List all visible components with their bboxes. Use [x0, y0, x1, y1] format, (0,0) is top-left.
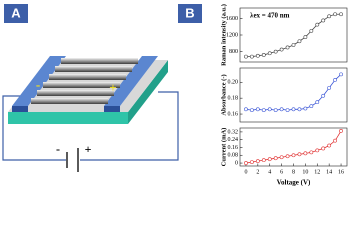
data-point: [249, 54, 254, 59]
y-tick-label: 1600: [226, 16, 238, 22]
y-tick-label: 1200: [226, 32, 238, 38]
data-point: [249, 108, 254, 112]
data-point: [279, 107, 284, 112]
data-point: [249, 160, 254, 165]
x-tick-label: 0: [244, 169, 247, 175]
data-point: [333, 78, 338, 82]
data-point: [255, 53, 260, 58]
y-tick-label: 0.16: [228, 111, 239, 117]
annotation: λex = 470 nm: [250, 12, 290, 20]
electrode-sign: +: [109, 80, 116, 95]
x-axis-label: Voltage (V): [277, 179, 311, 187]
device-schematic: [2, 56, 179, 172]
y-tick-label: 0.08: [228, 153, 239, 159]
y-tick-label: 0.20: [228, 80, 239, 86]
data-point: [315, 100, 320, 105]
data-point: [273, 49, 278, 54]
figure: A B - + - + Raman intensity (a.u.) 800120…: [2, 4, 348, 187]
data-point: [279, 155, 284, 160]
data-point: [273, 156, 278, 161]
panel-label: B: [185, 5, 194, 20]
data-point: [327, 143, 332, 148]
data-point: [267, 51, 272, 56]
data-point: [297, 152, 302, 157]
y-tick-label: 0.32: [228, 129, 239, 135]
y-tick-label: 0: [235, 160, 238, 166]
data-point: [309, 28, 314, 33]
data-point: [339, 129, 343, 133]
data-point: [297, 39, 302, 44]
data-point: [255, 107, 260, 112]
data-point: [244, 54, 248, 59]
plot-frame: [239, 127, 348, 167]
data-point: [321, 146, 326, 151]
y-tick-label: 0.18: [228, 96, 239, 102]
data-point: [339, 12, 343, 17]
y-axis-label: Current (mA): [220, 128, 227, 167]
data-point: [315, 22, 320, 27]
data-point: [315, 148, 320, 153]
x-tick-label: 16: [338, 169, 344, 175]
data-point: [303, 151, 308, 156]
x-tick-label: 4: [268, 169, 271, 175]
data-point: [303, 35, 308, 39]
plot-frame: [239, 67, 348, 123]
battery-sign: -: [56, 142, 60, 156]
y-tick-label: 0.24: [228, 137, 239, 143]
data-point: [285, 45, 290, 50]
x-tick-label: 14: [326, 169, 332, 175]
data-point: [255, 159, 260, 164]
data-point: [333, 12, 338, 17]
data-point: [261, 53, 266, 57]
data-point: [321, 93, 326, 98]
data-point: [339, 72, 343, 77]
data-point: [244, 161, 248, 165]
data-point: [261, 108, 266, 112]
x-tick-label: 10: [302, 169, 308, 175]
x-tick-label: 12: [314, 169, 320, 175]
data-point: [267, 107, 272, 112]
data-point: [285, 154, 290, 159]
x-tick-label: 8: [292, 169, 295, 175]
y-tick-label: 0.16: [228, 145, 239, 151]
data-point: [297, 107, 302, 112]
data-point: [244, 107, 248, 112]
data-point: [327, 14, 332, 19]
y-axis-label: Absorbance (-): [220, 74, 227, 115]
data-point: [291, 107, 296, 112]
data-point: [333, 138, 338, 143]
electrode-sign: -: [36, 77, 40, 92]
data-line: [245, 13, 342, 57]
data-point: [261, 158, 266, 163]
data-point: [321, 18, 326, 23]
y-tick-label: 800: [229, 49, 238, 55]
data-line: [245, 74, 342, 111]
data-point: [267, 157, 272, 162]
panel-b-box: [178, 4, 202, 23]
data-point: [303, 106, 308, 111]
panel-label: A: [11, 5, 21, 20]
battery-sign: +: [85, 142, 92, 156]
y-axis-label: Raman intensity (a.u.): [220, 4, 227, 66]
data-point: [309, 104, 314, 109]
data-point: [291, 43, 296, 47]
data-line: [245, 130, 342, 164]
data-point: [285, 108, 290, 112]
panel-a-box: [4, 4, 28, 23]
x-tick-label: 2: [256, 169, 259, 175]
x-tick-label: 6: [280, 169, 283, 175]
data-point: [327, 85, 332, 90]
data-point: [279, 47, 284, 52]
data-point: [309, 150, 314, 155]
data-point: [273, 108, 278, 112]
data-point: [291, 153, 296, 158]
